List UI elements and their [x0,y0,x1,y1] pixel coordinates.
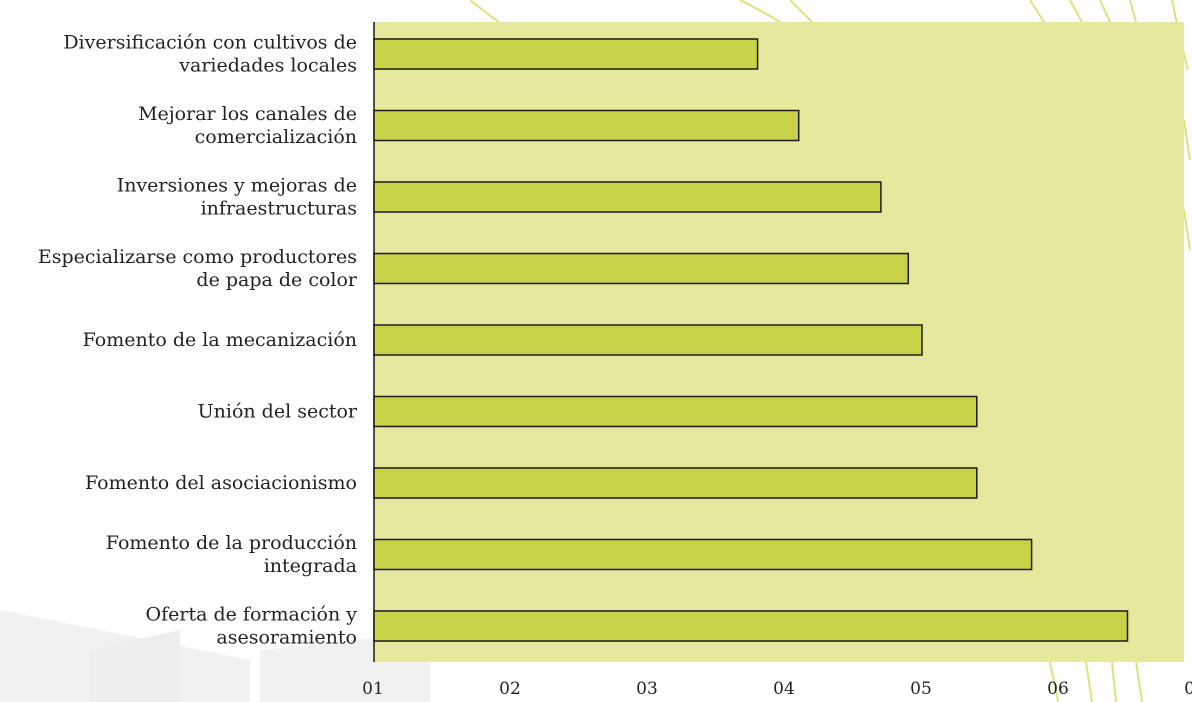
category-label-4: de papa de color [196,269,358,291]
x-tick-label-05: 05 [910,679,932,699]
bar-5 [373,324,923,356]
bar-3 [373,181,882,213]
bar-1 [373,38,759,70]
category-label-8: integrada [264,555,357,577]
bar-7 [373,467,978,499]
category-label-3: infraestructuras [201,198,357,220]
x-tick-label-03: 03 [636,679,658,699]
category-label-5: Fomento de la mecanización [83,329,357,351]
category-label-7: Fomento del asociacionismo [85,472,357,494]
category-label-8: Fomento de la producción [106,532,357,554]
category-label-9: Oferta de formación y [146,604,358,626]
category-label-1: Diversificación con cultivos de [63,32,357,54]
category-label-4: Especializarse como productores [38,246,357,268]
category-label-1: variedades locales [178,55,357,77]
x-tick-label-04: 04 [773,679,795,699]
x-tick-label-01: 01 [362,679,384,699]
bar-8 [373,538,1033,571]
category-labels: Diversificación con cultivos devariedade… [38,32,358,649]
category-label-3: Inversiones y mejoras de [117,175,357,197]
x-tick-label-07: 07 [1184,679,1192,699]
x-tick-label-02: 02 [499,679,521,699]
bar-6 [373,395,978,428]
bar-4 [373,252,910,285]
category-label-9: asesoramiento [216,627,357,649]
x-axis-tick-labels: 01 02 03 04 05 06 07 [362,679,1192,699]
category-label-2: comercialización [195,126,357,148]
x-tick-label-06: 06 [1047,679,1069,699]
bar-9 [373,610,1129,642]
category-label-2: Mejorar los canales de [138,103,357,125]
bar-2 [373,109,800,142]
category-label-6: Unión del sector [198,401,358,423]
bars-group [373,38,1129,642]
